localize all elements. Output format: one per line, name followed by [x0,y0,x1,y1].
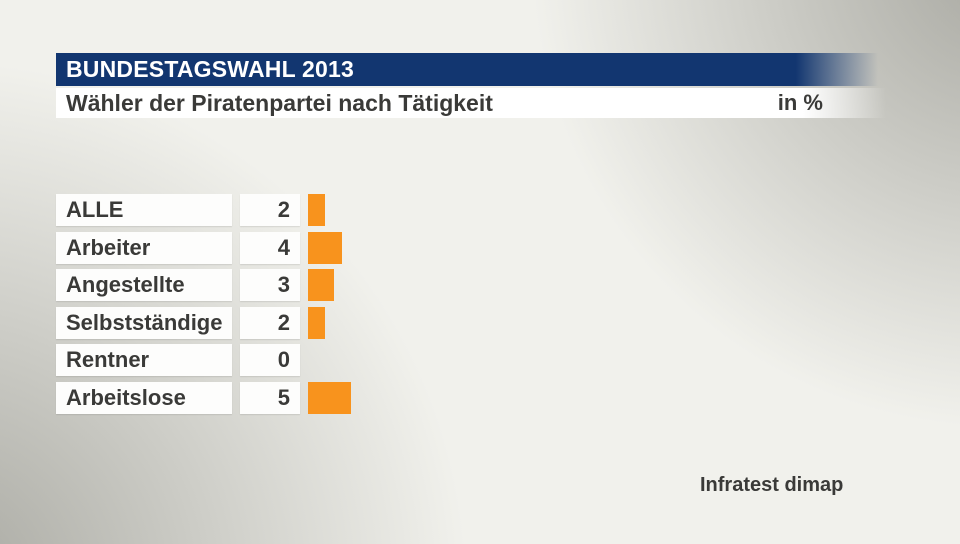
bar [308,269,334,301]
value-label: 0 [240,344,300,376]
category-label: Arbeiter [56,231,232,264]
header-bar: BUNDESTAGSWAHL 2013 [56,53,878,86]
value-label: 2 [240,306,300,339]
category-label: Arbeitslose [56,381,232,414]
bar [308,231,342,264]
chart-row: ALLE 2 [56,194,351,226]
category-label: ALLE [56,194,232,226]
unit-label: in % [777,90,823,115]
value-label: 3 [240,269,300,301]
chart-row: Rentner 0 [56,344,351,376]
category-label: Selbstständige [56,306,232,339]
category-label: Angestellte [56,269,232,301]
value-label: 2 [240,194,300,226]
chart-row: Arbeitslose 5 [56,381,351,414]
bar [308,381,351,414]
value-label: 5 [240,381,300,414]
bar [308,194,325,226]
source-credit: Infratest dimap [700,474,844,496]
chart-row: Arbeiter 4 [56,231,351,264]
chart-title: Wähler der Piratenpartei nach Tätigkeit [66,89,493,116]
value-label: 4 [240,231,300,264]
bar-chart: ALLE 2 Arbeiter 4 Angestellte 3 Selbstst… [56,194,351,419]
subheader-bar: Wähler der Piratenpartei nach Tätigkeit … [56,88,886,118]
bar [308,306,325,339]
header-title: BUNDESTAGSWAHL 2013 [66,56,354,82]
category-label: Rentner [56,344,232,376]
chart-row: Selbstständige 2 [56,306,351,339]
chart-row: Angestellte 3 [56,269,351,301]
